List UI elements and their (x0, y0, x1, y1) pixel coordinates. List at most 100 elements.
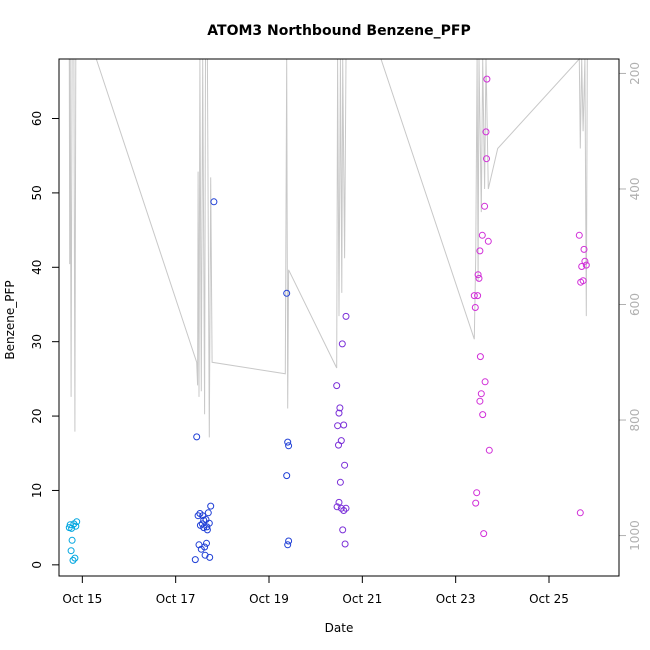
data-point (480, 530, 488, 538)
data-point (72, 522, 80, 530)
data-point (283, 289, 291, 297)
data-point (578, 263, 586, 270)
data-point (472, 499, 480, 507)
right-tick-label: 600 (628, 293, 642, 316)
data-point (483, 75, 491, 83)
x-tick-label: Oct 21 (342, 592, 382, 606)
data-point (579, 277, 587, 285)
data-point (333, 503, 341, 511)
data-point (201, 543, 209, 551)
data-point (476, 353, 484, 361)
right-tick-label: 400 (628, 178, 642, 201)
data-point (336, 478, 344, 486)
data-point (341, 461, 349, 469)
data-point (335, 409, 343, 417)
data-point (581, 257, 589, 265)
data-point (204, 509, 212, 517)
data-point (342, 312, 350, 320)
data-point (193, 433, 201, 441)
data-point (482, 128, 490, 136)
y-tick-label: 40 (30, 260, 44, 275)
data-point (582, 261, 590, 269)
y-tick-label: 60 (30, 111, 44, 126)
data-point (203, 523, 211, 531)
data-point (285, 537, 293, 545)
x-tick-label: Oct 17 (156, 592, 196, 606)
data-point (284, 541, 292, 549)
y-axis: 0 10 20 30 40 50 60 (30, 111, 59, 569)
y-tick-label: 0 (30, 561, 44, 569)
data-points (65, 75, 590, 564)
data-point (340, 421, 348, 429)
data-point (207, 502, 215, 510)
data-point (68, 524, 76, 532)
data-point (473, 489, 481, 497)
data-point (483, 155, 490, 163)
data-point (285, 442, 293, 450)
right-tick-label: 200 (628, 62, 642, 85)
plot-frame (58, 58, 620, 577)
x-tick-label: Oct 19 (249, 592, 289, 606)
data-point (337, 504, 345, 512)
data-point (335, 498, 343, 506)
data-point (200, 524, 208, 532)
data-point (71, 554, 79, 562)
data-point (471, 304, 479, 311)
data-point (206, 553, 214, 561)
y-tick-label: 10 (30, 483, 44, 498)
data-point (580, 245, 588, 253)
x-tick-label: Oct 23 (436, 592, 476, 606)
y-tick-label: 50 (30, 185, 44, 200)
data-point (342, 504, 350, 512)
y-axis-right: 200 400 600 800 1000 (619, 62, 642, 551)
data-point (478, 231, 486, 239)
chart-title: ATOM3 Northbound Benzene_PFP (207, 23, 470, 39)
data-point (339, 526, 347, 534)
data-point (210, 198, 218, 206)
data-point (335, 441, 342, 449)
data-point (481, 202, 489, 210)
data-point (474, 292, 482, 300)
y-tick-label: 30 (30, 334, 44, 349)
data-point (284, 438, 292, 446)
data-point (205, 519, 213, 527)
data-point (334, 422, 342, 430)
x-tick-label: Oct 15 (62, 592, 102, 606)
data-point (73, 518, 81, 526)
y-axis-label: Benzene_PFP (3, 280, 17, 359)
data-point (203, 526, 211, 534)
data-point (337, 437, 345, 445)
right-tick-label: 1000 (628, 520, 642, 551)
x-tick-label: Oct 25 (529, 592, 569, 606)
altitude-profile-line (68, 57, 588, 438)
data-point (474, 271, 482, 279)
x-axis: Oct 15 Oct 17 Oct 19 Oct 21 Oct 23 Oct 25 (62, 575, 569, 606)
data-point (485, 446, 493, 454)
data-point (341, 540, 349, 548)
data-point (575, 231, 583, 239)
data-point (481, 378, 489, 386)
data-point (283, 472, 291, 480)
data-point (336, 404, 344, 412)
data-point (477, 390, 485, 398)
data-point (475, 274, 483, 282)
x-axis-label: Date (325, 621, 354, 635)
y-tick-label: 20 (30, 408, 44, 423)
data-point (484, 237, 492, 245)
data-point (69, 556, 77, 564)
right-tick-label: 800 (628, 409, 642, 432)
data-point (203, 539, 210, 547)
data-point (340, 507, 348, 514)
data-point (476, 247, 484, 255)
data-point (333, 382, 341, 390)
data-point (576, 509, 584, 517)
data-point (191, 556, 199, 564)
data-point (68, 536, 76, 544)
data-point (470, 292, 478, 300)
data-point (200, 516, 208, 524)
data-point (476, 397, 484, 405)
altitude-trace (68, 57, 588, 438)
data-point (338, 340, 346, 348)
data-point (194, 512, 202, 520)
